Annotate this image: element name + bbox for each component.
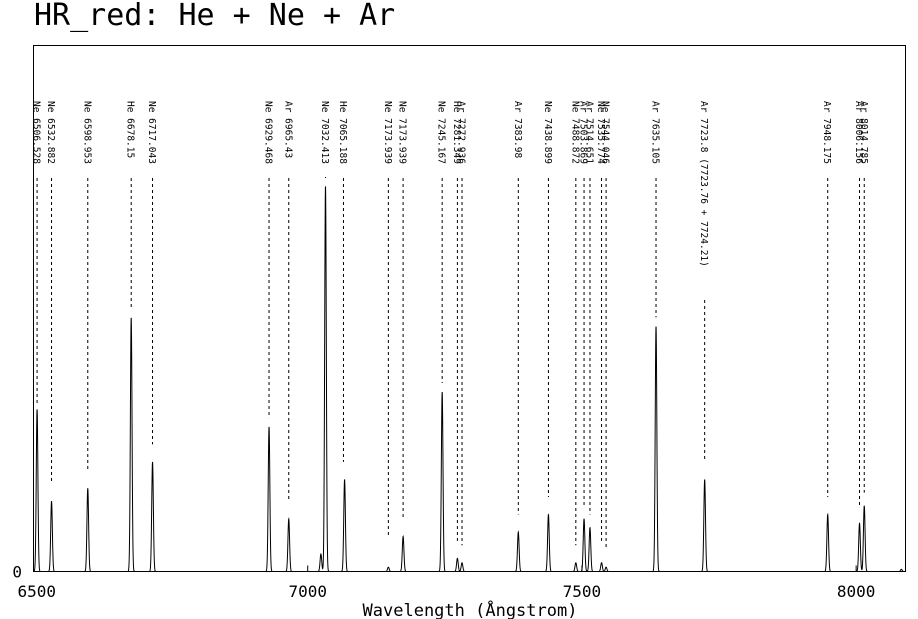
line-label: Ar 8014.785 [858, 101, 869, 164]
line-label: Ar 7514.651 [583, 101, 594, 164]
line-label: Ar 7383.98 [512, 101, 523, 158]
line-label: Ar 7723.8 (7723.76 + 7724.21) [698, 101, 709, 267]
line-label: Ne 7173.939 [397, 101, 408, 164]
line-label: Ne 7438.899 [542, 101, 553, 164]
line-label: He 7281.349 [451, 101, 462, 164]
x-tick-label: 7000 [288, 582, 327, 601]
line-label: Ar 7503.869 [578, 101, 589, 164]
x-axis-label: Wavelength (Ångstrom) [363, 599, 578, 619]
x-tick-label: 6500 [18, 582, 57, 601]
line-label: Ar 7948.175 [821, 101, 832, 164]
line-label: Ar 7272.936 [456, 101, 467, 164]
line-label: Ne 6929.468 [263, 101, 274, 164]
line-label: Ar 8006.156 [853, 101, 864, 164]
line-label: Ne 7488.872 [569, 101, 580, 164]
line-label: Ne 6598.953 [81, 101, 92, 164]
line-label: Ne 6506.528 [31, 101, 42, 164]
line-label: Ne 6532.882 [45, 101, 56, 164]
x-tick-label: 8000 [837, 582, 876, 601]
line-label: He 6678.15 [125, 101, 136, 158]
spectrum-trace [33, 186, 906, 572]
line-labels: Ne 6506.528 Ne 6532.882 Ne 6598.953 He 6678… [31, 101, 869, 267]
line-label: Ne 6717.043 [146, 101, 157, 164]
y-tick-label: 0 [12, 563, 22, 582]
line-label: Ne 7245.167 [436, 101, 447, 164]
x-tick-label: 7500 [563, 582, 602, 601]
line-label: Ne 7535.774 [595, 101, 606, 164]
y-axis-ticks: 0 [12, 563, 22, 582]
line-label: Ne 7544.046 [600, 101, 611, 164]
line-label: Ar 7635.105 [650, 101, 661, 164]
chart-title: HR_red: He + Ne + Ar [34, 0, 395, 33]
x-axis-ticks: 6500 7000 7500 8000 [18, 565, 876, 601]
line-label: He 7065.188 [337, 101, 348, 164]
line-label: Ne 7173.939 [382, 101, 393, 164]
line-guides [36, 177, 865, 550]
plot-frame [33, 45, 906, 572]
line-label: Ne 7032.413 [319, 101, 330, 164]
line-label: Ar 6965.43 [282, 101, 293, 158]
